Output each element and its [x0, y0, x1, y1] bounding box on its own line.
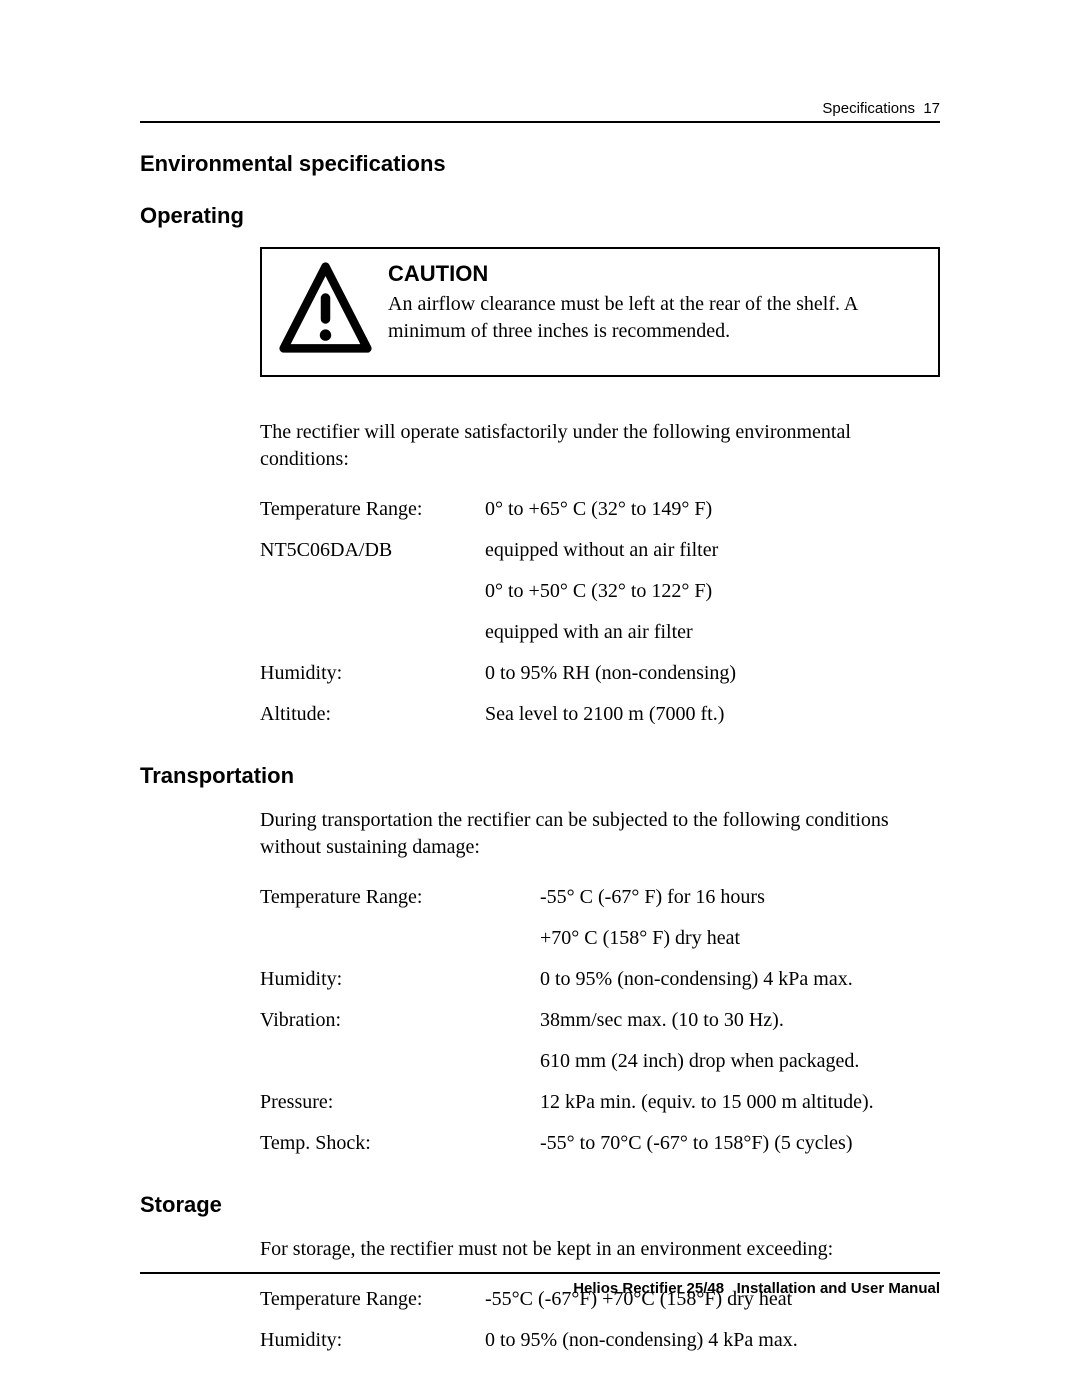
warning-icon — [278, 261, 388, 361]
operating-intro: The rectifier will operate satisfactoril… — [260, 419, 940, 473]
table-row: Altitude:Sea level to 2100 m (7000 ft.) — [260, 694, 736, 735]
spec-label: Temperature Range: — [260, 877, 540, 918]
spec-value: -55° C (-67° F) for 16 hours — [540, 877, 874, 918]
spec-value: 0 to 95% RH (non-condensing) — [485, 653, 736, 694]
table-row: Pressure:12 kPa min. (equiv. to 15 000 m… — [260, 1082, 874, 1123]
operating-table: Temperature Range:0° to +65° C (32° to 1… — [260, 489, 736, 735]
storage-intro: For storage, the rectifier must not be k… — [260, 1236, 940, 1263]
table-row: NT5C06DA/DBequipped without an air filte… — [260, 530, 736, 571]
spec-label: Humidity: — [260, 1320, 485, 1361]
spec-value: 0° to +50° C (32° to 122° F) — [485, 571, 736, 612]
spec-label: Altitude: — [260, 694, 485, 735]
table-row: +70° C (158° F) dry heat — [260, 918, 874, 959]
transportation-intro: During transportation the rectifier can … — [260, 807, 940, 861]
table-row: Temperature Range:0° to +65° C (32° to 1… — [260, 489, 736, 530]
table-row: Humidity:0 to 95% RH (non-condensing) — [260, 653, 736, 694]
page-header: Specifications 17 — [140, 100, 940, 123]
spec-value: 610 mm (24 inch) drop when packaged. — [540, 1041, 874, 1082]
table-row: Humidity:0 to 95% (non-condensing) 4 kPa… — [260, 959, 874, 1000]
spec-value: equipped with an air filter — [485, 612, 736, 653]
spec-value: 12 kPa min. (equiv. to 15 000 m altitude… — [540, 1082, 874, 1123]
transportation-section: During transportation the rectifier can … — [260, 807, 940, 1164]
table-row: Humidity:0 to 95% (non-condensing) 4 kPa… — [260, 1320, 798, 1361]
heading-storage: Storage — [140, 1192, 940, 1218]
spec-label: Humidity: — [260, 653, 485, 694]
spec-label — [260, 571, 485, 612]
spec-value: +70° C (158° F) dry heat — [540, 918, 874, 959]
spec-value: 0 to 95% (non-condensing) 4 kPa max. — [485, 1320, 798, 1361]
header-page-number: 17 — [923, 100, 940, 117]
heading-environmental: Environmental specifications — [140, 151, 940, 177]
table-row: Temperature Range:-55° C (-67° F) for 16… — [260, 877, 874, 918]
table-row: 0° to +50° C (32° to 122° F) — [260, 571, 736, 612]
page-footer: Helios Rectifier 25/48 Installation and … — [140, 1272, 940, 1297]
spec-value: 38mm/sec max. (10 to 30 Hz). — [540, 1000, 874, 1041]
table-row: Vibration:38mm/sec max. (10 to 30 Hz). — [260, 1000, 874, 1041]
spec-label — [260, 1041, 540, 1082]
transportation-table: Temperature Range:-55° C (-67° F) for 16… — [260, 877, 874, 1164]
spec-label: Temp. Shock: — [260, 1123, 540, 1164]
spec-value: -55° to 70°C (-67° to 158°F) (5 cycles) — [540, 1123, 874, 1164]
caution-title: CAUTION — [388, 261, 922, 287]
spec-label — [260, 612, 485, 653]
spec-label: Temperature Range: — [260, 489, 485, 530]
spec-value: 0 to 95% (non-condensing) 4 kPa max. — [540, 959, 874, 1000]
footer-doc: Installation and User Manual — [737, 1280, 940, 1297]
table-row: equipped with an air filter — [260, 612, 736, 653]
spec-label: Pressure: — [260, 1082, 540, 1123]
spec-value: 0° to +65° C (32° to 149° F) — [485, 489, 736, 530]
caution-body: An airflow clearance must be left at the… — [388, 291, 922, 345]
heading-operating: Operating — [140, 203, 940, 229]
header-section: Specifications — [822, 100, 915, 117]
storage-section: For storage, the rectifier must not be k… — [260, 1236, 940, 1361]
caution-box: CAUTION An airflow clearance must be lef… — [260, 247, 940, 377]
table-row: 610 mm (24 inch) drop when packaged. — [260, 1041, 874, 1082]
spec-label: NT5C06DA/DB — [260, 530, 485, 571]
heading-transportation: Transportation — [140, 763, 940, 789]
spec-value: Sea level to 2100 m (7000 ft.) — [485, 694, 736, 735]
operating-section: The rectifier will operate satisfactoril… — [260, 419, 940, 735]
spec-value: equipped without an air filter — [485, 530, 736, 571]
spec-label — [260, 918, 540, 959]
spec-label: Vibration: — [260, 1000, 540, 1041]
footer-product: Helios Rectifier 25/48 — [573, 1280, 724, 1297]
table-row: Temp. Shock:-55° to 70°C (-67° to 158°F)… — [260, 1123, 874, 1164]
spec-label: Humidity: — [260, 959, 540, 1000]
